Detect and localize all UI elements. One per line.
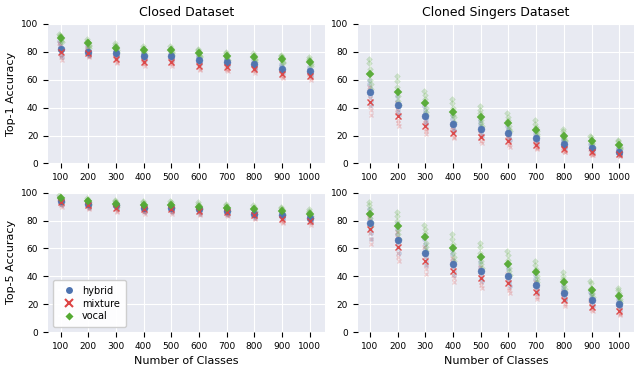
Title: Cloned Singers Dataset: Cloned Singers Dataset	[422, 6, 570, 19]
Y-axis label: Top-1 Accuracy: Top-1 Accuracy	[6, 52, 15, 136]
Title: Closed Dataset: Closed Dataset	[139, 6, 234, 19]
X-axis label: Number of Classes: Number of Classes	[134, 356, 239, 366]
Legend: hybrid, mixture, vocal: hybrid, mixture, vocal	[53, 280, 126, 327]
Y-axis label: Top-5 Accuracy: Top-5 Accuracy	[6, 220, 15, 304]
X-axis label: Number of Classes: Number of Classes	[444, 356, 548, 366]
